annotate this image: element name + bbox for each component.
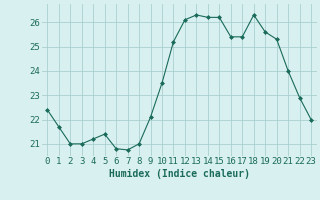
X-axis label: Humidex (Indice chaleur): Humidex (Indice chaleur) — [109, 169, 250, 179]
